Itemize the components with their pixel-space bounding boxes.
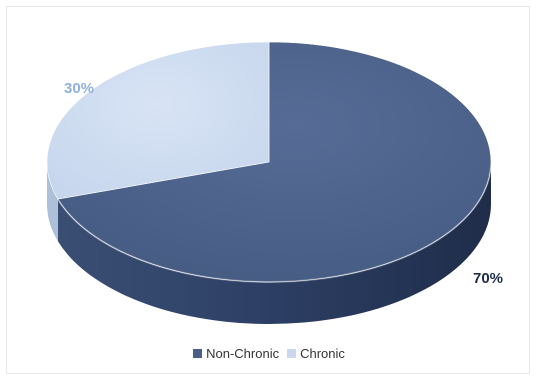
data-label-non-chronic: 70% [473, 270, 503, 287]
legend: Non-Chronic Chronic [0, 346, 538, 361]
pie-slice-non-chronic [57, 41, 492, 283]
pie-rim-highlight [58, 167, 492, 283]
pie-side-non-chronic [57, 162, 492, 325]
legend-label-non-chronic: Non-Chronic [206, 346, 280, 361]
data-label-chronic: 30% [64, 80, 94, 97]
legend-swatch-non-chronic [193, 349, 203, 358]
legend-item-chronic: Chronic [287, 346, 345, 361]
pie-slice-chronic [46, 41, 270, 200]
legend-swatch-chronic [287, 349, 297, 358]
legend-label-chronic: Chronic [300, 346, 345, 361]
legend-item-non-chronic: Non-Chronic [193, 346, 279, 361]
